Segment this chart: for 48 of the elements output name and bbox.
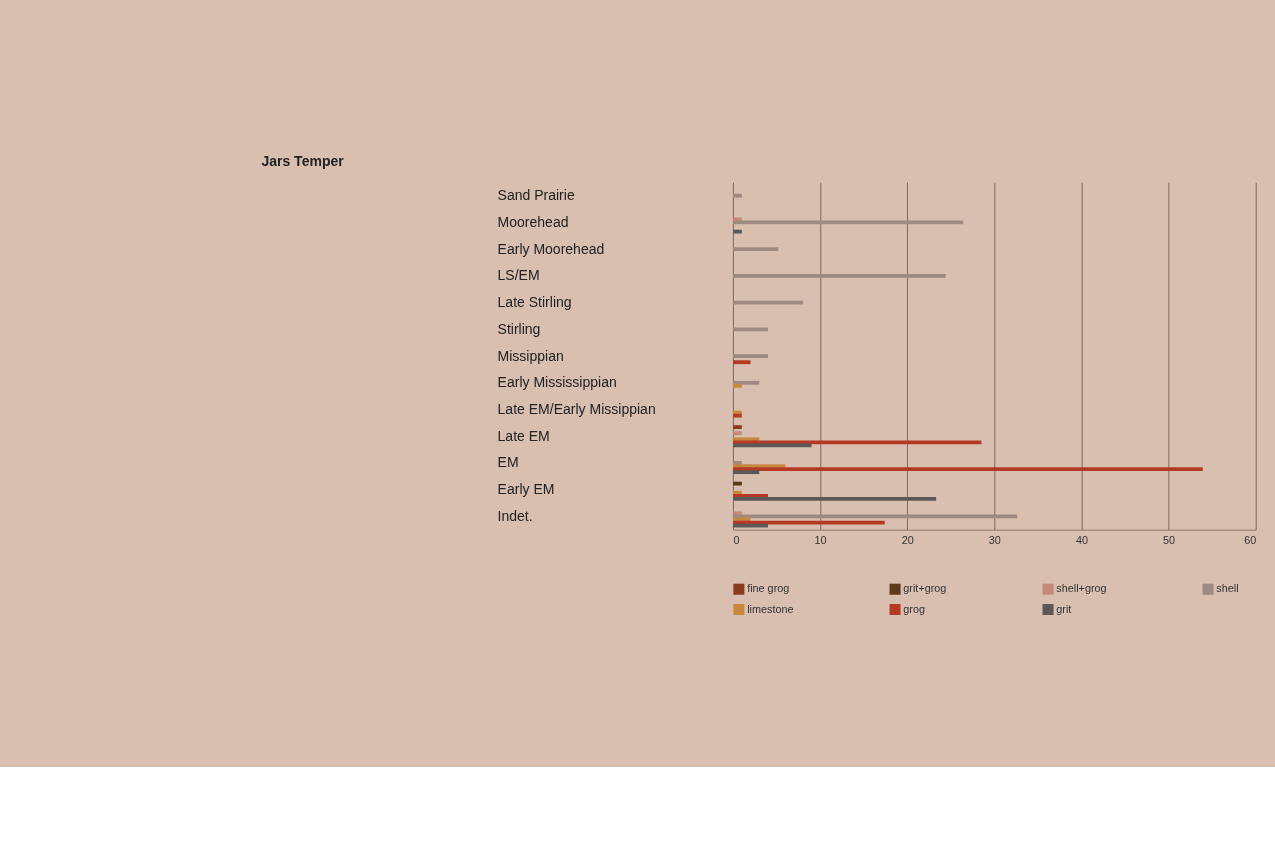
x-tick-label: 40 (1075, 533, 1088, 546)
bar (733, 300, 803, 305)
x-tick-label: 50 (1163, 533, 1176, 546)
legend-label: shell (1216, 582, 1239, 595)
bar (733, 247, 779, 252)
y-tick-label: Missippian (497, 347, 564, 364)
y-tick-label: Sand Prairie (497, 187, 575, 204)
legend-label: grog (903, 602, 926, 615)
y-tick-label: Stirling (497, 320, 541, 337)
bar (733, 274, 946, 278)
bar (733, 229, 742, 234)
bar (733, 327, 768, 332)
bar (733, 380, 760, 385)
text: Jars Temper (261, 153, 345, 170)
x-tick-label: 0 (733, 533, 740, 546)
bar (733, 425, 742, 430)
y-tick-label: LS/EM (497, 267, 540, 284)
x-tick-label: 60 (1244, 533, 1257, 546)
bar (733, 440, 982, 445)
legend-label: limestone (747, 602, 794, 615)
legend-label: shell+grog (1056, 582, 1107, 595)
y-tick-label: Indet. (497, 507, 533, 524)
bar (733, 354, 768, 358)
bar (733, 360, 751, 365)
y-tick-label: Early Moorehead (497, 240, 605, 257)
x-tick-label: 20 (901, 533, 914, 546)
y-tick-label: Moorehead (497, 213, 569, 230)
y-tick-label: Late Stirling (497, 294, 572, 311)
bar (733, 481, 742, 486)
y-tick-label: Early Mississippian (497, 374, 617, 391)
y-tick-label: Late EM (497, 427, 550, 444)
bar (733, 496, 937, 501)
legend-label: fine grog (747, 582, 790, 595)
bar (733, 467, 1203, 472)
bar (733, 193, 742, 198)
bar (733, 511, 742, 516)
legend-label: grit+grog (903, 582, 947, 595)
bar (733, 431, 742, 436)
bar (733, 217, 742, 222)
bar (733, 383, 742, 388)
x-tick-label: 10 (814, 533, 827, 546)
y-tick-label: Early EM (497, 481, 555, 498)
bar (733, 523, 768, 528)
x-tick-label: 30 (988, 533, 1001, 546)
legend-label: grit (1056, 602, 1072, 615)
bar (733, 470, 760, 475)
y-tick-label: EM (497, 454, 519, 471)
y-tick-label: Late EM/Early Missippian (497, 401, 656, 417)
